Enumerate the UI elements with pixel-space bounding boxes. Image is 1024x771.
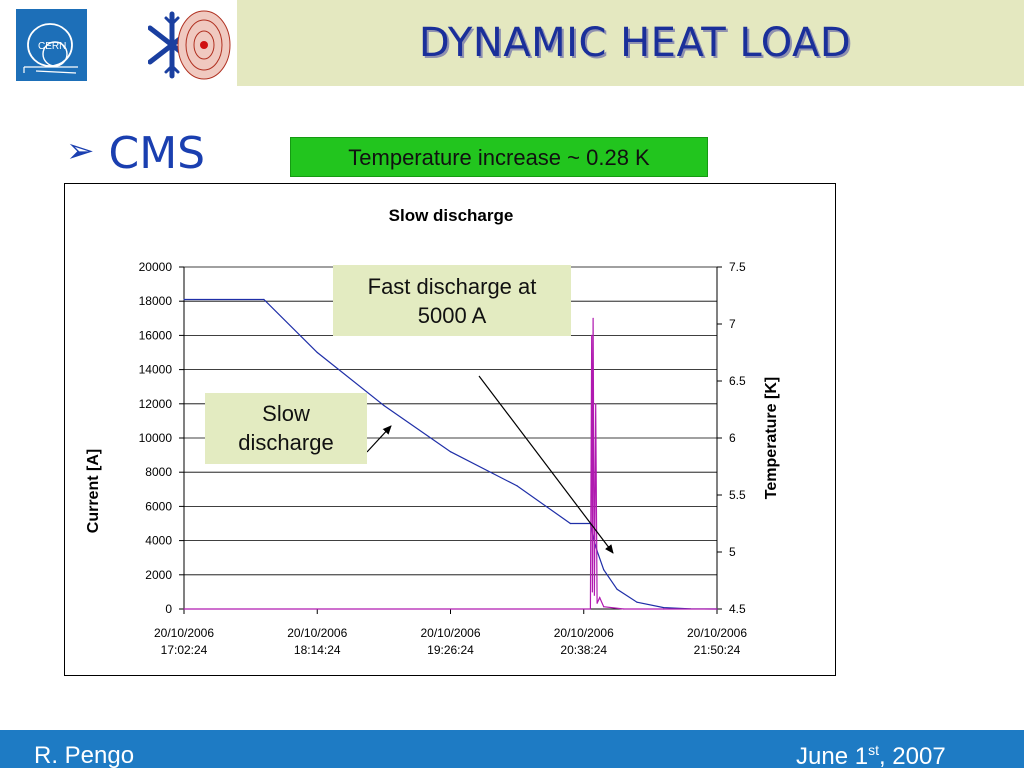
footer-bar bbox=[0, 730, 1024, 768]
x-tick-label-time: 19:26:24 bbox=[427, 643, 474, 657]
y2-tick-label: 6.5 bbox=[729, 374, 746, 388]
fast-discharge-arrow bbox=[478, 375, 614, 554]
chart-title: Slow discharge bbox=[389, 206, 514, 225]
data-point-temperature bbox=[592, 317, 594, 319]
y-tick-label: 4000 bbox=[145, 534, 172, 548]
x-tick-label-time: 17:02:24 bbox=[161, 643, 208, 657]
data-point-temperature bbox=[591, 334, 593, 336]
axes: 0 2000 4000 6000 8000 10000 12000 14000 16000 180… bbox=[139, 260, 748, 657]
fast-discharge-line2: 5000 A bbox=[417, 303, 487, 328]
cern-logo-graphic: CERN bbox=[16, 9, 87, 81]
footer-date-suffix: , 2007 bbox=[878, 743, 946, 770]
fast-discharge-annotation: Fast discharge at 5000 A bbox=[333, 265, 571, 336]
x-tick-label-time: 20:38:24 bbox=[560, 643, 607, 657]
data-point-current bbox=[616, 588, 618, 590]
chart-frame: Slow discharge Current [A] Temperature [… bbox=[64, 183, 836, 676]
x-tick-label-date: 20/10/2006 bbox=[687, 626, 747, 640]
fast-discharge-line1: Fast discharge at bbox=[367, 274, 537, 299]
footer-date: June 1st, 2007 bbox=[796, 742, 946, 771]
y-tick-label: 14000 bbox=[139, 363, 173, 377]
data-point-current bbox=[383, 404, 385, 407]
data-point-temperature bbox=[595, 403, 597, 405]
data-point-temperature bbox=[599, 597, 601, 599]
data-point-temperature bbox=[603, 606, 605, 608]
data-point-current bbox=[263, 298, 265, 301]
data-point-temperature bbox=[596, 602, 598, 604]
snowflake-icon bbox=[147, 10, 231, 80]
data-point-temperature bbox=[663, 608, 665, 610]
cern-logo: CERN bbox=[16, 9, 87, 81]
x-tick-label-date: 20/10/2006 bbox=[154, 626, 214, 640]
y2-tick-label: 5 bbox=[729, 545, 736, 559]
data-point-temperature bbox=[183, 608, 185, 610]
data-point-current bbox=[663, 607, 665, 609]
highlight-box: Temperature increase ~ 0.28 K bbox=[290, 137, 708, 177]
header-band bbox=[237, 0, 1024, 86]
arrow-bullet-icon: ➢ bbox=[66, 131, 95, 171]
series-group bbox=[183, 298, 718, 610]
y2-tick-label: 5.5 bbox=[729, 488, 746, 502]
footer-date-prefix: June 1 bbox=[796, 743, 869, 770]
y-tick-label: 20000 bbox=[139, 260, 173, 274]
cryogenics-logo bbox=[147, 6, 238, 84]
x-tick-label-time: 21:50:24 bbox=[694, 643, 741, 657]
x-tick-label-date: 20/10/2006 bbox=[554, 626, 614, 640]
data-point-current bbox=[183, 298, 185, 301]
slow-discharge-arrow bbox=[366, 425, 392, 453]
y-tick-label: 8000 bbox=[145, 465, 172, 479]
data-point-temperature bbox=[623, 608, 625, 610]
x-tick-label-time: 18:14:24 bbox=[294, 643, 341, 657]
slow-discharge-line2: discharge bbox=[238, 430, 334, 455]
data-point-current bbox=[316, 351, 318, 354]
data-point-current bbox=[569, 522, 571, 525]
bullet-text: CMS bbox=[108, 128, 206, 179]
footer-date-suffix-sup: st bbox=[868, 742, 879, 758]
data-point-temperature bbox=[716, 608, 718, 610]
y-tick-label: 6000 bbox=[145, 499, 172, 513]
cern-logo-text: CERN bbox=[38, 41, 66, 52]
annotation-arrows bbox=[366, 375, 614, 554]
y-tick-label: 0 bbox=[165, 602, 172, 616]
y2-tick-label: 7 bbox=[729, 317, 736, 331]
y-axis-label: Current [A] bbox=[85, 449, 102, 533]
data-point-current bbox=[449, 451, 452, 453]
x-tick-label-date: 20/10/2006 bbox=[287, 626, 347, 640]
data-point-temperature bbox=[591, 591, 594, 593]
y-tick-label: 10000 bbox=[139, 431, 173, 445]
data-point-current bbox=[603, 569, 605, 571]
bullet-item: ➢ CMS bbox=[66, 128, 205, 179]
data-point-temperature bbox=[589, 608, 592, 610]
chart: Slow discharge Current [A] Temperature [… bbox=[85, 206, 780, 657]
y-tick-label: 2000 bbox=[145, 568, 172, 582]
x-tick-label-date: 20/10/2006 bbox=[420, 626, 480, 640]
y-tick-label: 16000 bbox=[139, 328, 173, 342]
y2-tick-label: 7.5 bbox=[729, 260, 746, 274]
data-point-current bbox=[636, 601, 638, 603]
footer-author: R. Pengo bbox=[34, 742, 135, 769]
slow-discharge-line1: Slow bbox=[262, 401, 310, 426]
y2-tick-label: 4.5 bbox=[729, 602, 746, 616]
y2-tick-label: 6 bbox=[729, 431, 736, 445]
data-point-temperature bbox=[593, 594, 596, 596]
slide-title: DYNAMIC HEAT LOAD bbox=[418, 20, 852, 66]
y2-axis-label: Temperature [K] bbox=[763, 377, 780, 499]
y-tick-label: 12000 bbox=[139, 397, 173, 411]
data-point-current bbox=[516, 485, 518, 487]
slow-discharge-annotation: Slow discharge bbox=[205, 393, 367, 464]
y-tick-label: 18000 bbox=[139, 294, 173, 308]
